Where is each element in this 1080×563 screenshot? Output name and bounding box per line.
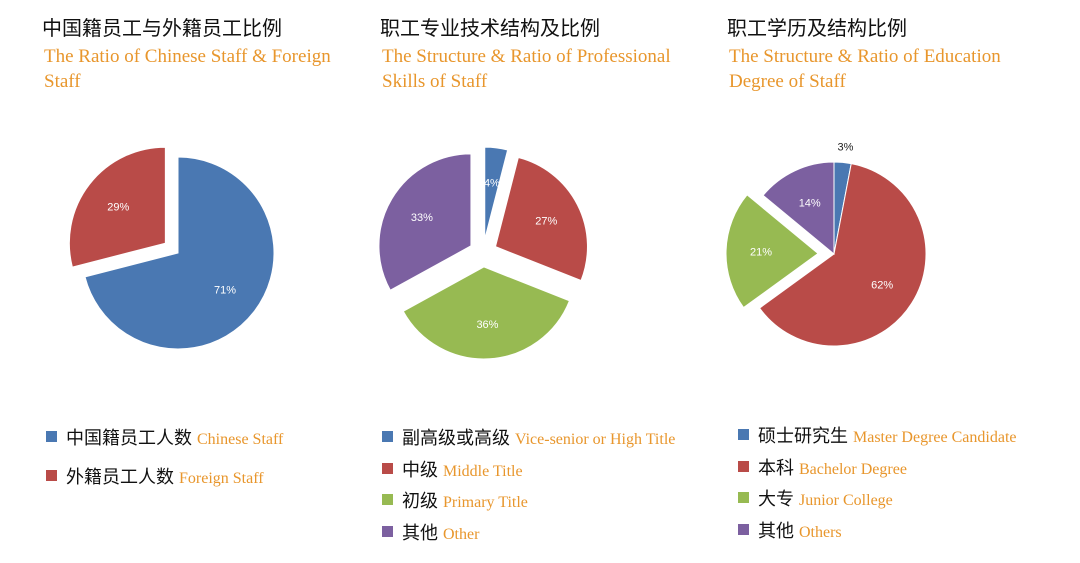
pie-slice-other — [378, 153, 472, 291]
legend-label-en: Master Degree Candidate — [853, 429, 1017, 446]
legend-swatch — [738, 492, 749, 503]
legend-item: 硕士研究生 Master Degree Candidate — [738, 422, 1016, 454]
legend-item: 其他 Other — [382, 519, 675, 551]
data-label-vice-senior-or-high-title: 4% — [484, 178, 500, 190]
legend-label-cn: 初级 — [402, 491, 438, 512]
chart-title-en: The Ratio of Chinese Staff & Foreign Sta… — [44, 46, 331, 92]
data-label-other: 33% — [411, 212, 433, 224]
legend-swatch — [46, 431, 57, 442]
data-label-chinese-staff: 71% — [214, 284, 236, 296]
data-label-foreign-staff: 29% — [107, 202, 129, 214]
legend-item: 外籍员工人数 Foreign Staff — [46, 463, 283, 495]
legend: 副高级或高级 Vice-senior or High Title 中级 Midd… — [382, 424, 675, 550]
panel-professional-skills: 职工专业技术结构及比例 The Structure & Ratio of Pro… — [378, 0, 720, 563]
data-label-master-degree-candidate: 3% — [837, 141, 853, 153]
pie-slice-bachelor-degree — [758, 163, 927, 347]
panel-education-degree: 职工学历及结构比例 The Structure & Ratio of Educa… — [725, 0, 1067, 563]
chart-title-cn: 职工学历及结构比例 — [727, 16, 907, 40]
chart-title-en: The Structure & Ratio of Education Degre… — [729, 46, 1001, 92]
legend-label-en: Foreign Staff — [179, 469, 264, 487]
legend-swatch — [46, 469, 57, 481]
pie-chart-nationality: 71% 29% — [68, 146, 275, 350]
legend-label-cn: 中级 — [402, 459, 438, 481]
legend-label-cn: 其他 — [758, 520, 794, 542]
pie-chart-education-degree: 3% 62% 21% 14% — [725, 141, 927, 347]
legend-item: 大专 Junior College — [738, 485, 1016, 517]
pie-slice-vice-senior-or-high-title — [484, 146, 509, 240]
legend-label-en: Other — [443, 525, 480, 543]
legend-label-cn: 本科 — [758, 457, 794, 479]
legend-label-en: Junior College — [799, 492, 893, 509]
legend-label-en: Primary Title — [443, 494, 528, 511]
data-label-others: 14% — [799, 197, 821, 209]
legend-swatch — [382, 494, 393, 505]
pie-slice-others — [762, 161, 835, 256]
legend-swatch — [738, 523, 749, 535]
legend-item: 本科 Bachelor Degree — [738, 454, 1016, 486]
legend-swatch — [382, 431, 393, 442]
legend-label-en: Chinese Staff — [197, 431, 284, 448]
data-label-junior-college: 21% — [750, 247, 772, 259]
data-label-bachelor-degree: 62% — [871, 280, 893, 292]
legend: 硕士研究生 Master Degree Candidate 本科 Bachelo… — [738, 422, 1016, 548]
pie-slice-primary-title — [402, 266, 571, 360]
legend-label-cn: 中国籍员工人数 — [66, 428, 192, 449]
legend-item: 中国籍员工人数 Chinese Staff — [46, 424, 283, 456]
pie-slice-foreign-staff — [68, 146, 166, 268]
data-label-primary-title: 36% — [476, 319, 498, 331]
pie-slice-chinese-staff — [84, 156, 275, 350]
legend-item: 初级 Primary Title — [382, 487, 675, 519]
legend-label-en: Vice-senior or High Title — [515, 431, 676, 448]
chart-title-cn: 中国籍员工与外籍员工比例 — [42, 16, 282, 40]
legend-swatch — [738, 429, 749, 440]
legend: 中国籍员工人数 Chinese Staff 外籍员工人数 Foreign Sta… — [46, 424, 283, 494]
pie-slice-middle-title — [494, 156, 588, 282]
legend-label-cn: 其他 — [402, 522, 438, 544]
legend-swatch — [382, 462, 393, 474]
pie-chart-professional-skills: 4% 27% 36% 33% — [378, 146, 588, 360]
data-label-middle-title: 27% — [535, 216, 557, 228]
legend-swatch — [382, 525, 393, 537]
legend-label-cn: 副高级或高级 — [402, 428, 510, 449]
legend-label-cn: 大专 — [758, 489, 794, 510]
legend-label-en: Bachelor Degree — [799, 460, 907, 478]
legend-label-cn: 外籍员工人数 — [66, 466, 174, 488]
legend-swatch — [738, 460, 749, 472]
legend-label-cn: 硕士研究生 — [758, 426, 848, 447]
panel-staff-nationality: 中国籍员工与外籍员工比例 The Ratio of Chinese Staff … — [42, 0, 342, 563]
chart-title-cn: 职工专业技术结构及比例 — [380, 16, 600, 40]
legend-label-en: Middle Title — [443, 462, 523, 480]
chart-title-en: The Structure & Ratio of Professional Sk… — [382, 46, 671, 92]
pie-slice-junior-college — [725, 194, 819, 309]
legend-item: 其他 Others — [738, 517, 1016, 549]
legend-item: 副高级或高级 Vice-senior or High Title — [382, 424, 675, 456]
legend-label-en: Others — [799, 523, 842, 541]
legend-item: 中级 Middle Title — [382, 456, 675, 488]
